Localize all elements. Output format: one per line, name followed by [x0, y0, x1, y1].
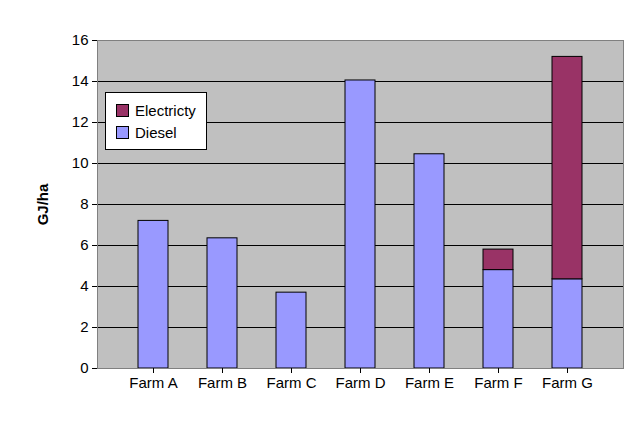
svg-text:Farm F: Farm F — [474, 374, 522, 391]
svg-text:Farm A: Farm A — [129, 374, 177, 391]
svg-text:2: 2 — [80, 318, 88, 335]
html-text:Diesel: Diesel — [135, 123, 177, 141]
svg-text:GJ/ha: GJ/ha — [34, 183, 51, 225]
svg-text:14: 14 — [72, 72, 89, 89]
svg-text:0: 0 — [80, 359, 88, 376]
svg-text:10: 10 — [72, 154, 89, 171]
html-text:Electricty: Electricty — [135, 101, 196, 119]
svg-text:Farm D: Farm D — [336, 374, 386, 391]
svg-text:4: 4 — [80, 277, 88, 294]
svg-text:16: 16 — [72, 31, 89, 48]
svg-text:6: 6 — [80, 236, 88, 253]
svg-text:12: 12 — [72, 113, 89, 130]
svg-text:Farm E: Farm E — [405, 374, 454, 391]
svg-text:8: 8 — [80, 195, 88, 212]
svg-text:Farm G: Farm G — [542, 374, 593, 391]
svg-text:Farm C: Farm C — [267, 374, 317, 391]
svg-text:Farm B: Farm B — [198, 374, 247, 391]
